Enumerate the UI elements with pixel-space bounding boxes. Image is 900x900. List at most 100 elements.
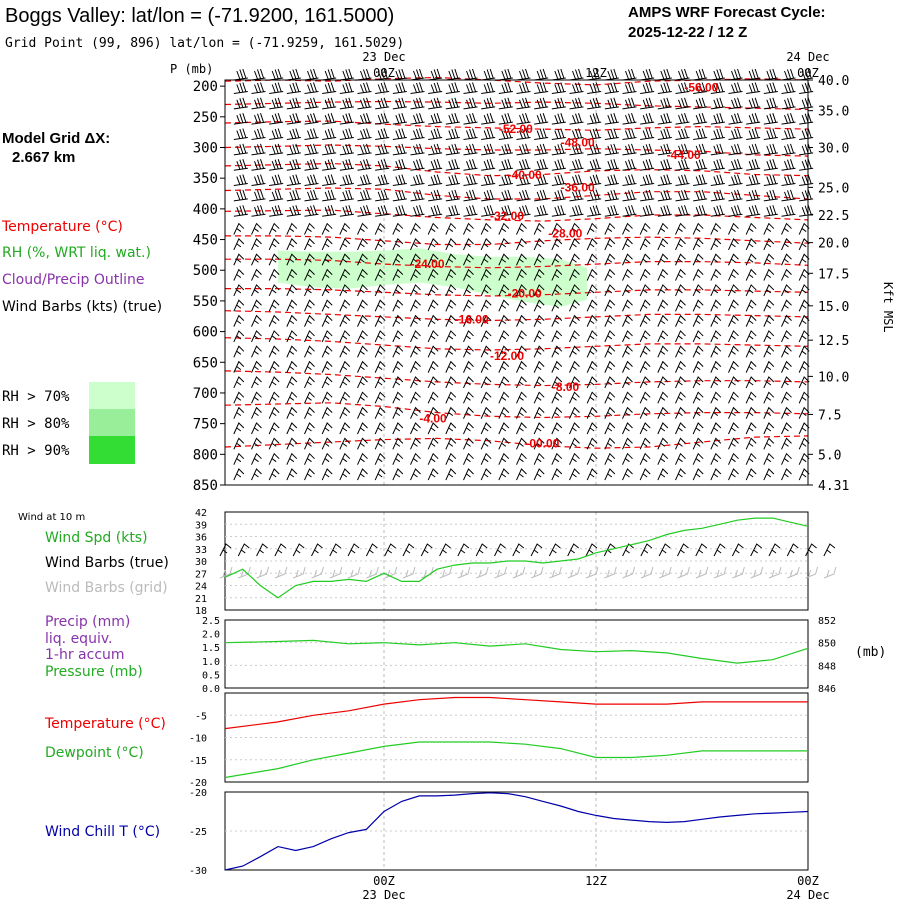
wind-barb bbox=[745, 314, 757, 327]
wind-barb bbox=[251, 174, 266, 187]
height-tick-label: 17.5 bbox=[818, 267, 849, 282]
wind-barb bbox=[710, 468, 722, 481]
wind-barb bbox=[498, 299, 510, 312]
wind-barb bbox=[339, 468, 351, 481]
grid-wind-barb bbox=[659, 566, 672, 579]
wind-barb bbox=[675, 189, 690, 202]
wind-barb bbox=[781, 205, 796, 217]
wind-barb bbox=[321, 330, 333, 343]
wind-barb bbox=[392, 330, 404, 343]
wind-barb bbox=[604, 376, 616, 389]
wind-barb bbox=[516, 238, 527, 251]
wind-barb bbox=[374, 437, 386, 450]
wind-barb bbox=[692, 422, 704, 435]
grid-wind-barb bbox=[439, 566, 453, 579]
wind-barb bbox=[286, 189, 301, 202]
wind-barb bbox=[781, 299, 792, 312]
wind-barb bbox=[534, 159, 549, 171]
wind-barb bbox=[622, 159, 637, 171]
wind-barb bbox=[322, 205, 337, 217]
wind-chill-panel: -20 -25 -30 bbox=[189, 788, 809, 877]
wind-barb bbox=[480, 391, 492, 404]
wind-barb bbox=[710, 143, 725, 156]
wind-barb bbox=[304, 174, 319, 187]
wind-barb bbox=[304, 468, 315, 481]
wind-barb bbox=[463, 330, 474, 343]
wind-barb bbox=[268, 299, 280, 312]
pressure-tick-label: 750 bbox=[193, 417, 218, 433]
wind-tick-label: 42 bbox=[195, 508, 207, 519]
wind-barb bbox=[639, 268, 651, 281]
dewpoint-label: Dewpoint (°C) bbox=[45, 745, 144, 761]
wind-barb bbox=[463, 82, 478, 94]
wind-barb bbox=[498, 82, 513, 94]
surface-wind-barb bbox=[731, 543, 744, 557]
wind-barb bbox=[304, 391, 315, 404]
wind-barb bbox=[693, 205, 708, 217]
wind-barb bbox=[533, 452, 545, 465]
wind-barb bbox=[339, 143, 354, 156]
wind-barb bbox=[728, 376, 739, 389]
wind-barb bbox=[551, 376, 563, 389]
wind-barb bbox=[728, 68, 743, 81]
wind-barb bbox=[233, 128, 248, 141]
grid-wind-barb bbox=[604, 566, 617, 579]
wind-barb bbox=[639, 468, 651, 481]
wind-barb bbox=[233, 82, 248, 94]
temp-tick-label: -10 bbox=[189, 734, 207, 745]
wind-barb bbox=[410, 452, 421, 465]
wind-barb bbox=[463, 284, 474, 297]
wind-barb bbox=[392, 391, 404, 404]
wind-barb bbox=[763, 143, 778, 156]
wind-chill-label: Wind Chill T (°C) bbox=[45, 824, 160, 840]
wind-barb bbox=[321, 422, 333, 435]
wind-barb bbox=[427, 345, 439, 358]
wind-barb bbox=[463, 128, 478, 141]
wind-barb bbox=[622, 452, 633, 465]
wind-barb bbox=[551, 437, 563, 450]
wind-barb bbox=[427, 330, 439, 343]
wind-barb bbox=[622, 422, 633, 435]
wind-barb bbox=[516, 360, 527, 373]
wind-barb bbox=[551, 468, 563, 481]
wind-barb bbox=[392, 345, 404, 358]
wind-barb bbox=[781, 391, 792, 404]
wind-barb bbox=[710, 437, 722, 450]
wind-barb bbox=[374, 284, 386, 297]
wind-barb bbox=[339, 406, 351, 419]
grid-wind-barb bbox=[347, 566, 361, 579]
wind-barb bbox=[745, 376, 757, 389]
wind-barb bbox=[392, 406, 404, 419]
wind-barb bbox=[392, 299, 404, 312]
precip-tick-label: 0.0 bbox=[202, 684, 220, 695]
wind-barb bbox=[463, 314, 474, 327]
wind-barb bbox=[799, 82, 814, 94]
time-tick-label: 00Z bbox=[373, 874, 395, 888]
wind-barb bbox=[781, 159, 796, 171]
wind-barb bbox=[498, 314, 510, 327]
wind-barb bbox=[745, 406, 757, 419]
wind-barb bbox=[322, 128, 337, 141]
wind-barb bbox=[392, 376, 404, 389]
wind-barb bbox=[392, 68, 407, 81]
height-tick-label: 5.0 bbox=[818, 448, 841, 463]
wind-barb bbox=[321, 268, 333, 281]
wind-barb bbox=[516, 268, 527, 281]
wind-barb bbox=[587, 97, 602, 110]
wind-barb bbox=[498, 422, 510, 435]
surface-wind-barb bbox=[622, 543, 634, 557]
wind-barb bbox=[622, 406, 633, 419]
wind-barb bbox=[569, 284, 580, 297]
wind-barb bbox=[710, 360, 722, 373]
pressure-tick-label: 650 bbox=[193, 355, 218, 371]
wind-barb bbox=[551, 406, 563, 419]
wind-barb bbox=[693, 97, 708, 110]
grid-wind-barb bbox=[768, 566, 782, 579]
wind-barb bbox=[622, 330, 633, 343]
grid-wind-barb bbox=[677, 566, 690, 579]
wind-barb bbox=[586, 406, 598, 419]
surface-wind-barb bbox=[585, 543, 598, 557]
wind-barb bbox=[551, 159, 566, 171]
wind-barb bbox=[445, 222, 457, 235]
wind-barb bbox=[533, 360, 545, 373]
